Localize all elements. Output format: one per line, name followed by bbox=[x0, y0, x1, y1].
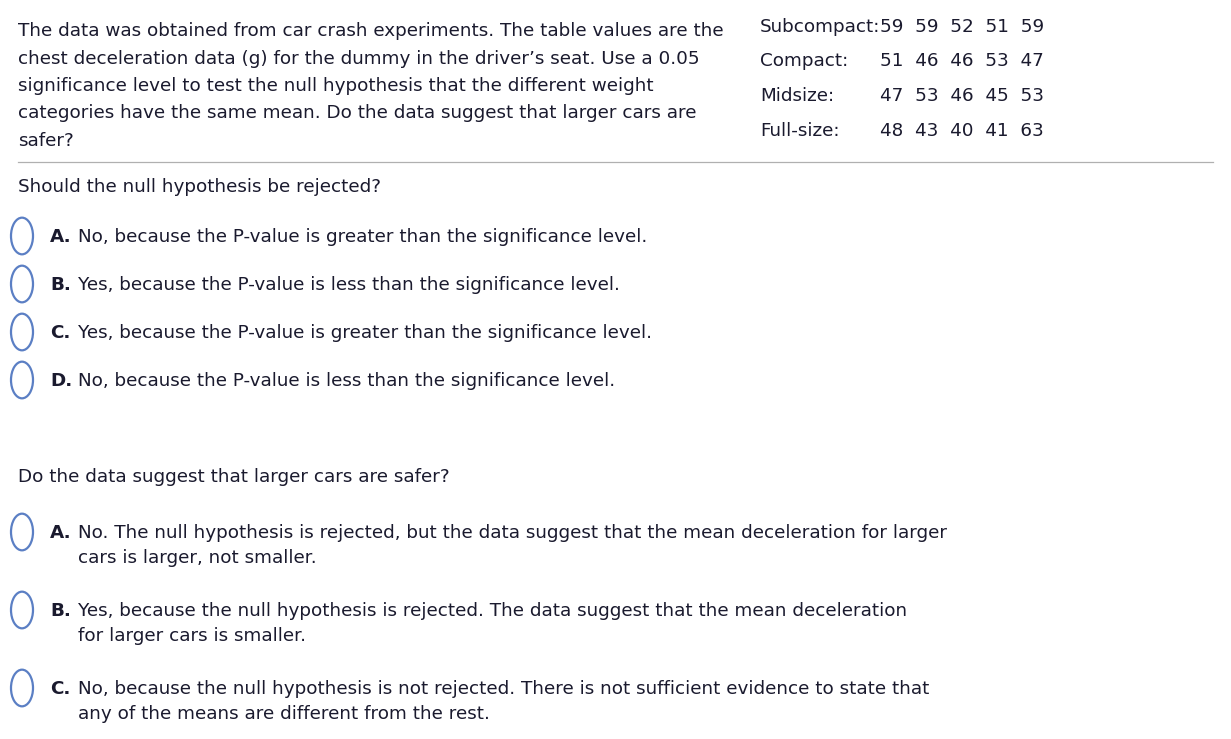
Text: significance level to test the null hypothesis that the different weight: significance level to test the null hypo… bbox=[18, 77, 654, 95]
Text: A.: A. bbox=[50, 228, 71, 246]
Text: Yes, because the null hypothesis is rejected. The data suggest that the mean dec: Yes, because the null hypothesis is reje… bbox=[78, 602, 907, 645]
Text: D.: D. bbox=[50, 372, 73, 390]
Text: C.: C. bbox=[50, 324, 70, 342]
Text: 48  43  40  41  63: 48 43 40 41 63 bbox=[880, 121, 1044, 140]
Text: Yes, because the P-value is less than the significance level.: Yes, because the P-value is less than th… bbox=[78, 276, 620, 294]
Text: Full-size:: Full-size: bbox=[760, 121, 840, 140]
Text: chest deceleration data (g) for the dummy in the driver’s seat. Use a 0.05: chest deceleration data (g) for the dumm… bbox=[18, 50, 699, 67]
Text: Subcompact:: Subcompact: bbox=[760, 18, 880, 36]
Text: No, because the null hypothesis is not rejected. There is not sufficient evidenc: No, because the null hypothesis is not r… bbox=[78, 680, 929, 723]
Text: No, because the P-value is less than the significance level.: No, because the P-value is less than the… bbox=[78, 372, 616, 390]
Text: A.: A. bbox=[50, 524, 71, 542]
Text: 47  53  46  45  53: 47 53 46 45 53 bbox=[880, 87, 1044, 105]
Text: Should the null hypothesis be rejected?: Should the null hypothesis be rejected? bbox=[18, 178, 382, 196]
Text: The data was obtained from car crash experiments. The table values are the: The data was obtained from car crash exp… bbox=[18, 22, 724, 40]
Text: No, because the P-value is greater than the significance level.: No, because the P-value is greater than … bbox=[78, 228, 648, 246]
Text: B.: B. bbox=[50, 602, 71, 620]
Text: Midsize:: Midsize: bbox=[760, 87, 835, 105]
Text: Yes, because the P-value is greater than the significance level.: Yes, because the P-value is greater than… bbox=[78, 324, 652, 342]
Text: 51  46  46  53  47: 51 46 46 53 47 bbox=[880, 52, 1044, 70]
Text: safer?: safer? bbox=[18, 132, 74, 150]
Text: 59  59  52  51  59: 59 59 52 51 59 bbox=[880, 18, 1044, 36]
Text: categories have the same mean. Do the data suggest that larger cars are: categories have the same mean. Do the da… bbox=[18, 104, 697, 123]
Text: B.: B. bbox=[50, 276, 71, 294]
Text: Do the data suggest that larger cars are safer?: Do the data suggest that larger cars are… bbox=[18, 468, 449, 486]
Text: C.: C. bbox=[50, 680, 70, 698]
Text: No. The null hypothesis is rejected, but the data suggest that the mean decelera: No. The null hypothesis is rejected, but… bbox=[78, 524, 947, 567]
Text: Compact:: Compact: bbox=[760, 52, 848, 70]
